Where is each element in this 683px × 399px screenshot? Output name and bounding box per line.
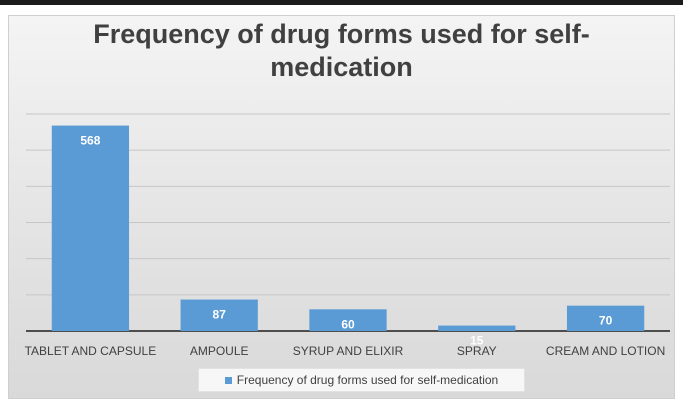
legend: Frequency of drug forms used for self-me… — [198, 368, 525, 392]
x-tick-label: SPRAY — [457, 344, 497, 358]
legend-swatch — [224, 376, 232, 384]
data-label: 568 — [80, 134, 100, 148]
bar — [309, 309, 387, 331]
chart-title: Frequency of drug forms used for self- m… — [0, 18, 683, 84]
data-label: 70 — [599, 314, 613, 328]
legend-label: Frequency of drug forms used for self-me… — [236, 373, 499, 387]
bar — [438, 325, 516, 331]
data-label: 60 — [341, 317, 355, 331]
chart-title-line-2: medication — [270, 52, 413, 82]
bar — [566, 305, 645, 331]
chart-title-line-1: Frequency of drug forms used for self- — [93, 19, 590, 49]
bar — [51, 125, 130, 331]
bar — [180, 299, 258, 331]
x-tick-label: CREAM AND LOTION — [546, 344, 665, 358]
data-label: 15 — [470, 334, 484, 348]
x-tick-label: AMPOULE — [190, 344, 249, 358]
x-tick-label: TABLET AND CAPSULE — [25, 344, 157, 358]
top-rule — [0, 0, 683, 5]
data-label: 87 — [213, 308, 227, 322]
x-tick-label: SYRUP AND ELIXIR — [293, 344, 404, 358]
